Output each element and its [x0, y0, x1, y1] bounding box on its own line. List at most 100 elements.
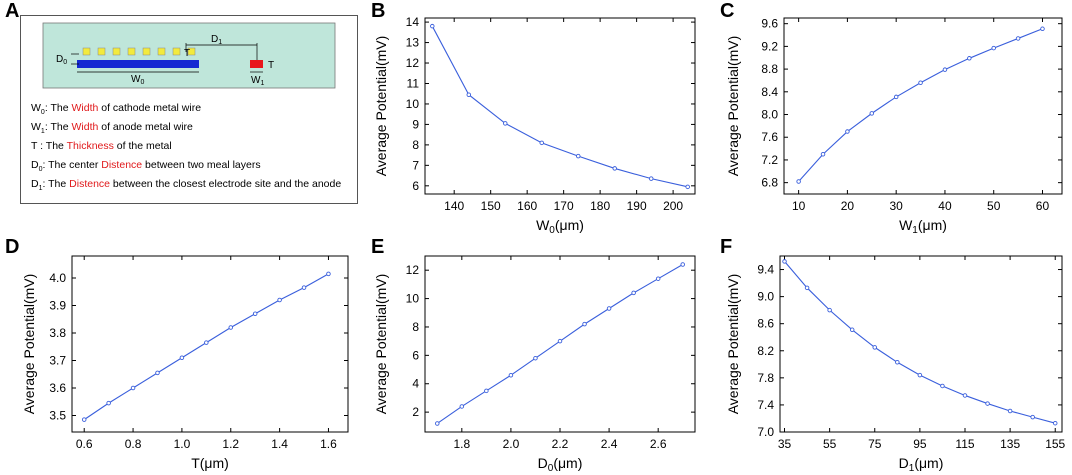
y-tick-label: 14	[406, 15, 420, 29]
legend-d0: D0: The center Distence between two meal…	[31, 159, 261, 174]
data-point	[252, 311, 258, 316]
data-point	[872, 345, 878, 350]
data-point	[466, 92, 472, 97]
x-axis-subscript: 0	[549, 225, 555, 236]
y-tick-label: 8	[412, 138, 419, 152]
x-tick-label: 0.6	[76, 437, 93, 451]
y-tick-label: 6	[412, 179, 419, 193]
data-point	[533, 355, 538, 361]
electrode-schematic-panel: D1 T D0 W0 T W1 W0: The Width of cathode…	[20, 15, 358, 204]
panel-letter-a: A	[5, 0, 20, 22]
y-tick-label: 7.0	[757, 425, 774, 439]
x-tick-label: 190	[627, 199, 647, 213]
x-axis-unit: (μm)	[555, 217, 584, 233]
data-point	[435, 421, 440, 426]
plot-frame	[424, 17, 696, 195]
x-tick-label: 30	[889, 199, 903, 213]
diagram-background	[42, 22, 336, 89]
electrode-site	[127, 47, 136, 56]
chart-b-width-cathode: 140 150 160 170 180 190 200 6 7 8 9 10 11 12 13 14 W0(μm…	[373, 15, 696, 236]
x-axis-label: W1(μm)	[899, 217, 947, 236]
x-tick-label: 160	[517, 199, 537, 213]
y-tick-label: 4.0	[49, 271, 66, 285]
x-axis-label: W0(μm)	[536, 217, 584, 236]
x-tick-label: 2.6	[650, 437, 667, 451]
x-tick-label: 2.4	[601, 437, 618, 451]
x-tick-label: 60	[1036, 199, 1050, 213]
w1-label: W1	[251, 75, 264, 87]
data-point	[820, 152, 826, 157]
chart-c-width-anode: 10 20 30 40 50 60 6.8 7.2 7.6 8.0 8.4 8.8 9.2 9.6 W1(μ…	[725, 17, 1063, 236]
data-point	[942, 67, 948, 72]
legend-d1: D1: The Distence between the closest ele…	[31, 178, 342, 193]
x-tick-label: 40	[938, 199, 952, 213]
series-line	[431, 25, 688, 188]
d1-label: D1	[211, 34, 222, 46]
x-tick-label: 35	[778, 437, 792, 451]
x-axis-symbol: W	[899, 217, 913, 233]
electrode-site	[187, 47, 196, 56]
x-tick-label: 140	[444, 199, 464, 213]
data-point	[155, 370, 160, 376]
series-line	[436, 264, 684, 424]
x-axis-subscript: 0	[548, 463, 554, 474]
y-tick-label: 10	[406, 292, 420, 306]
y-axis-label: Average Potential(mV)	[373, 274, 389, 415]
data-point	[459, 404, 465, 409]
d0-label: D0	[56, 54, 67, 66]
electrode-schematic-diagram: D1 T D0 W0 T W1	[42, 22, 336, 89]
data-point	[631, 290, 636, 296]
x-axis-label: D0(μm)	[538, 455, 583, 474]
electrode-site	[142, 47, 151, 56]
panel-letter-e: E	[371, 236, 385, 258]
y-tick-label: 9.2	[761, 39, 778, 53]
data-point	[893, 94, 899, 100]
y-tick-label: 9.6	[761, 17, 778, 31]
y-tick-label: 6	[412, 348, 419, 362]
x-tick-label: 180	[590, 199, 610, 213]
data-point	[430, 23, 435, 29]
plot-frame	[783, 17, 1063, 195]
y-tick-label: 8.8	[761, 62, 778, 76]
series-line	[798, 28, 1043, 182]
legend-w1: W1: The Width of anode metal wire	[31, 121, 193, 136]
y-tick-label: 3.6	[49, 381, 66, 395]
y-tick-label: 2	[412, 405, 419, 419]
x-tick-label: 2.0	[503, 437, 520, 451]
data-point	[827, 307, 832, 313]
data-point	[612, 166, 617, 171]
x-tick-label: 1.0	[174, 437, 191, 451]
data-point	[228, 325, 234, 330]
x-tick-label: 0.8	[125, 437, 142, 451]
data-point	[648, 176, 654, 181]
y-axis-label: Average Potential(mV)	[725, 36, 741, 177]
electrode-site	[112, 47, 121, 56]
data-point	[582, 321, 587, 327]
x-axis-unit: (μm)	[914, 455, 943, 471]
data-point	[918, 80, 923, 85]
x-tick-label: 10	[792, 199, 806, 213]
data-point	[1007, 408, 1013, 414]
x-axis-label: D1(μm)	[899, 455, 944, 474]
data-point	[277, 297, 282, 303]
y-tick-label: 9.4	[757, 263, 774, 277]
data-point	[849, 327, 855, 333]
x-axis-symbol: D	[899, 455, 909, 471]
t-label-anode: T	[268, 60, 274, 71]
y-axis-label: Average Potential(mV)	[21, 274, 37, 415]
y-tick-label: 7.4	[757, 398, 774, 412]
y-tick-label: 13	[406, 36, 420, 50]
anode-wire	[250, 60, 263, 68]
data-point	[655, 276, 661, 281]
x-tick-label: 115	[955, 437, 974, 451]
x-tick-label: 20	[841, 199, 855, 213]
y-tick-label: 10	[406, 97, 420, 111]
data-point	[179, 355, 185, 360]
data-point	[557, 338, 563, 344]
x-axis-subscript: 1	[912, 225, 918, 236]
data-point	[539, 140, 545, 146]
y-tick-label: 12	[406, 263, 420, 277]
y-tick-label: 3.7	[49, 354, 66, 368]
data-point	[685, 184, 690, 190]
x-axis-symbol: W	[536, 217, 550, 233]
